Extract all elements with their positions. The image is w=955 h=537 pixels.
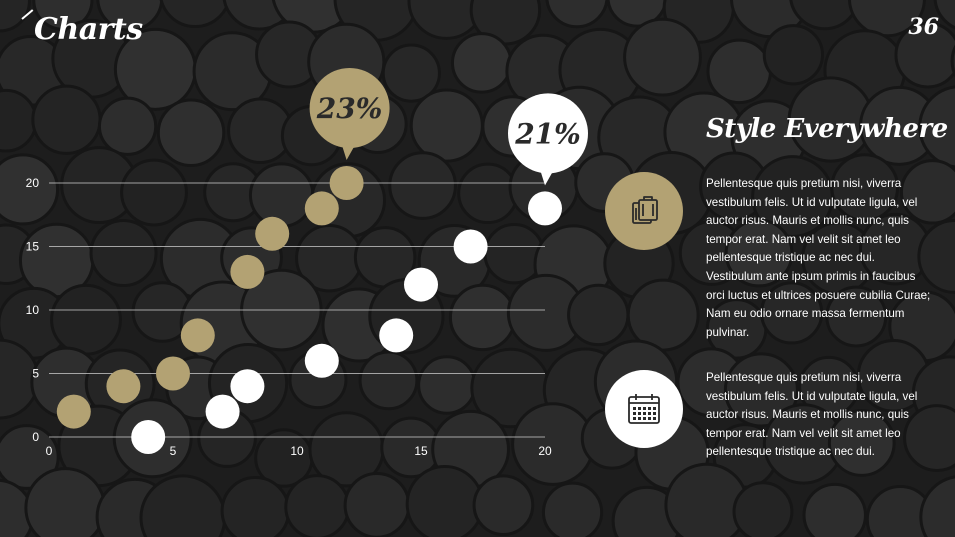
- scatter-point: [205, 394, 240, 429]
- callout-label: 23%: [316, 92, 383, 125]
- scatter-point: [156, 356, 190, 391]
- side-paragraph-2: Pellentesque quis pretium nisi, viverra …: [706, 371, 918, 459]
- scatter-point: [106, 369, 141, 404]
- callout-label: 21%: [514, 117, 581, 150]
- scatter-point: [131, 420, 166, 454]
- scatter-point: [56, 394, 91, 429]
- scatter-point: [304, 343, 339, 378]
- y-tick-label: 5: [32, 367, 39, 381]
- slide-title: Charts: [34, 12, 143, 47]
- scatter-point: [230, 254, 265, 289]
- x-tick-label: 0: [46, 444, 53, 458]
- callout-bubble: 23%: [309, 68, 390, 160]
- scatter-point: [230, 369, 265, 404]
- luggage-icon-badge: [605, 172, 683, 250]
- scatter-point: [453, 229, 488, 264]
- y-tick-label: 15: [26, 240, 40, 254]
- y-tick-label: 10: [26, 303, 40, 317]
- x-tick-label: 5: [170, 444, 177, 458]
- y-tick-label: 0: [32, 430, 39, 444]
- y-tick-label: 20: [26, 176, 40, 190]
- scatter-point: [304, 191, 339, 226]
- page-number: 36: [908, 14, 939, 40]
- side-heading: Style Everywhere: [706, 114, 948, 144]
- scatter-point: [528, 191, 562, 226]
- calendar-icon-badge: [605, 370, 683, 448]
- scatter-point: [379, 318, 414, 353]
- scatter-point: [180, 318, 215, 353]
- x-tick-label: 20: [538, 444, 552, 458]
- scatter-point: [329, 166, 364, 200]
- x-tick-label: 10: [290, 444, 304, 458]
- callout-bubble: 21%: [508, 93, 588, 186]
- luggage-icon: [632, 196, 658, 224]
- calendar-icon: [628, 394, 660, 424]
- scatter-point: [255, 216, 290, 251]
- scatter-point: [404, 267, 438, 302]
- x-tick-label: 15: [414, 444, 428, 458]
- side-paragraph-1: Pellentesque quis pretium nisi, viverra …: [706, 177, 931, 339]
